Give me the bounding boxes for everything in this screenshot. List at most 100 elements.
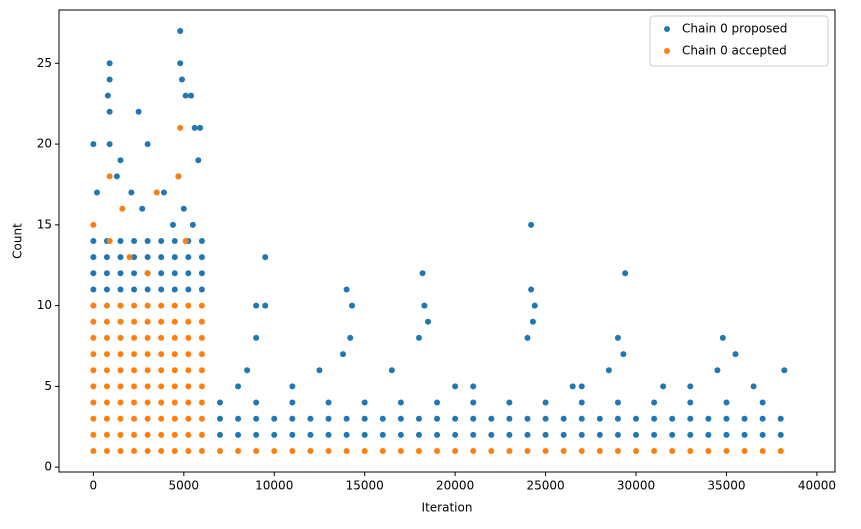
x-tick-label: 30000 [617, 479, 655, 493]
data-point [175, 173, 182, 180]
data-point [235, 431, 242, 438]
x-tick-label: 25000 [526, 479, 564, 493]
data-point [361, 448, 368, 454]
data-point [198, 238, 205, 244]
data-point [198, 367, 205, 374]
data-point [144, 254, 151, 261]
data-point [185, 415, 192, 422]
data-point [379, 415, 386, 422]
data-point [131, 318, 138, 325]
data-point [131, 383, 138, 390]
data-point [777, 431, 784, 438]
data-point [434, 415, 441, 422]
data-point [185, 254, 192, 261]
y-tick-label: 25 [37, 56, 52, 70]
data-point [171, 351, 178, 358]
plot-frame [58, 9, 836, 473]
data-point [235, 383, 242, 390]
data-point [90, 367, 97, 374]
data-point [90, 383, 97, 390]
data-point [169, 221, 176, 228]
data-point [271, 431, 278, 438]
data-point [139, 205, 146, 212]
data-point [117, 286, 124, 293]
x-tick-label: 5000 [169, 479, 200, 493]
data-point [185, 351, 192, 358]
legend-label: Chain 0 proposed [682, 22, 787, 36]
data-point [397, 448, 404, 454]
data-point [244, 367, 251, 374]
data-point [185, 448, 192, 454]
data-point [714, 367, 721, 374]
y-tick-label: 10 [37, 298, 52, 312]
data-point [216, 399, 223, 406]
data-point [669, 448, 676, 454]
data-point [741, 448, 748, 454]
data-point [171, 399, 178, 406]
data-point [253, 334, 260, 341]
data-point [421, 302, 428, 309]
data-point [325, 448, 332, 454]
data-point [177, 28, 184, 34]
data-point [90, 318, 97, 325]
data-point [397, 415, 404, 422]
data-point [687, 383, 694, 390]
data-point [90, 448, 97, 454]
data-point [379, 431, 386, 438]
data-point [759, 431, 766, 438]
data-point [289, 431, 296, 438]
data-point [185, 367, 192, 374]
data-point [434, 431, 441, 438]
data-point [185, 270, 192, 277]
data-point [158, 286, 165, 293]
data-point [622, 270, 629, 277]
data-point [524, 448, 531, 454]
data-point [117, 334, 124, 341]
data-point [90, 302, 97, 309]
data-point [397, 399, 404, 406]
data-point [524, 334, 531, 341]
data-point [687, 399, 694, 406]
data-point [117, 399, 124, 406]
data-point [719, 334, 726, 341]
data-point [434, 448, 441, 454]
data-point [253, 399, 260, 406]
data-point [528, 221, 535, 228]
data-point [131, 270, 138, 277]
data-point [117, 351, 124, 358]
data-point [605, 367, 612, 374]
data-point [488, 431, 495, 438]
data-point [158, 431, 165, 438]
data-point [470, 448, 477, 454]
data-point [90, 399, 97, 406]
data-point [128, 189, 135, 196]
data-point [578, 448, 585, 454]
data-point [198, 302, 205, 309]
data-point [144, 238, 151, 244]
data-point [578, 431, 585, 438]
data-point [117, 431, 124, 438]
data-point [452, 383, 459, 390]
data-point [131, 448, 138, 454]
data-point [452, 415, 459, 422]
data-point [216, 448, 223, 454]
data-point [325, 415, 332, 422]
data-point [759, 415, 766, 422]
data-point [144, 334, 151, 341]
data-point [723, 431, 730, 438]
y-tick-label: 15 [37, 217, 52, 231]
data-point [117, 448, 124, 454]
data-point [651, 448, 658, 454]
data-point [144, 431, 151, 438]
x-tick-label: 20000 [436, 479, 474, 493]
data-point [578, 399, 585, 406]
data-point [620, 351, 627, 358]
data-point [117, 302, 124, 309]
data-point [182, 238, 189, 244]
data-point [144, 415, 151, 422]
data-point [90, 221, 97, 228]
legend-box [649, 15, 829, 67]
data-point [271, 448, 278, 454]
data-point [185, 302, 192, 309]
